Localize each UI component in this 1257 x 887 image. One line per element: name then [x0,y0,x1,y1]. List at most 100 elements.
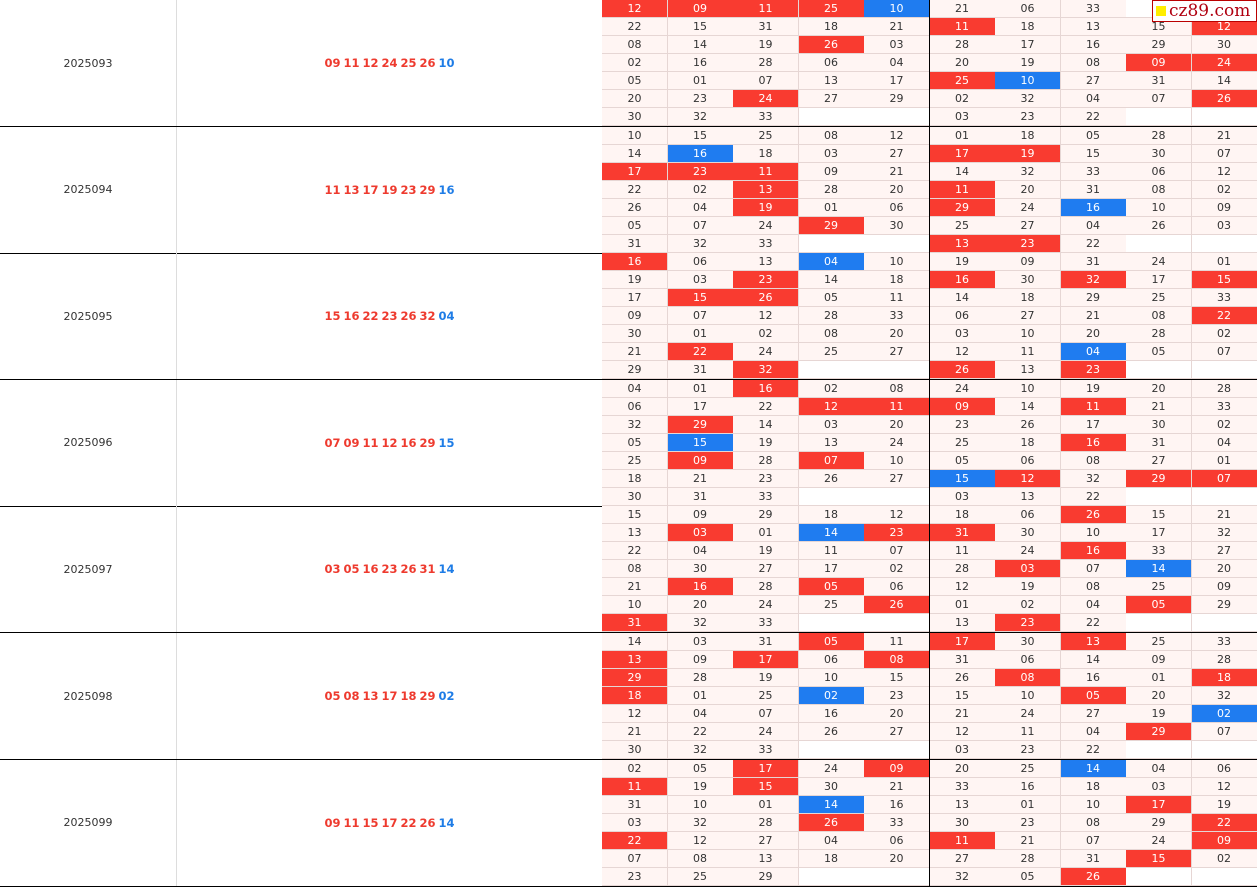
grid-cell: 18 [995,127,1061,145]
grid-cell: 25 [733,687,799,705]
grid-cell: 18 [799,850,865,868]
grid-cell-empty [1126,235,1192,253]
grid-cell-red-hit: 26 [799,36,865,54]
grid-cell: 31 [930,651,996,669]
grid-cell: 02 [1192,181,1257,199]
red-ball-number: 09 [324,56,340,70]
grid-cell: 21 [930,705,996,723]
grid-cell: 14 [733,416,799,434]
grid-cell: 10 [995,687,1061,705]
grid-cell-empty [1126,108,1192,126]
grid-cell-red-hit: 26 [930,361,996,379]
period-number: 2025099 [0,760,177,886]
grid-cell-blue-hit: 16 [1061,199,1127,217]
red-ball-number: 07 [324,436,340,450]
grid-cell: 06 [864,578,930,596]
grid-cell: 10 [995,325,1061,343]
grid-cell: 33 [733,235,799,253]
grid-cell-red-hit: 25 [930,72,996,90]
grid-cell: 27 [733,832,799,850]
grid-cell: 13 [799,434,865,452]
grid-cell: 07 [668,217,734,235]
grid-cell: 17 [864,72,930,90]
grid-cell-red-hit: 16 [668,578,734,596]
grid-cell: 15 [668,127,734,145]
grid-cell: 01 [995,796,1061,814]
grid-cell: 32 [995,90,1061,108]
grid-cell: 33 [733,108,799,126]
grid-cell: 30 [668,560,734,578]
grid-cell-empty [864,741,930,759]
grid-cell: 21 [995,832,1061,850]
grid-cell: 01 [668,380,734,398]
grid-cell-red-hit: 11 [733,163,799,181]
site-watermark[interactable]: cz89.com [1152,0,1257,22]
grid-cell: 27 [799,90,865,108]
grid-cell: 08 [864,380,930,398]
grid-cell: 22 [1061,741,1127,759]
blue-ball-number: 10 [439,56,455,70]
grid-cell: 02 [1192,325,1257,343]
grid-cell: 16 [668,54,734,72]
grid-cell: 05 [602,434,668,452]
grid-cell: 22 [602,181,668,199]
grid-cell: 32 [668,235,734,253]
grid-cell-red-hit: 05 [799,633,865,651]
grid-cell-red-hit: 32 [733,361,799,379]
grid-cell: 29 [602,361,668,379]
grid-cell: 07 [864,542,930,560]
grid-cell-empty [864,235,930,253]
grid-cell: 33 [733,488,799,506]
grid-cell: 25 [995,760,1061,778]
grid-cell-red-hit: 18 [602,687,668,705]
grid-cell-red-hit: 22 [1192,307,1257,325]
grid-cell-red-hit: 17 [733,760,799,778]
grid-cell: 23 [995,108,1061,126]
period-number: 2025097 [0,506,177,632]
grid-cell: 27 [1061,705,1127,723]
red-ball-number: 09 [343,436,359,450]
grid-cell-red-hit: 13 [1061,633,1127,651]
grid-cell: 04 [1061,90,1127,108]
period-number: 2025094 [0,127,177,253]
grid-cell: 14 [995,398,1061,416]
grid-cell: 31 [1061,253,1127,271]
grid-cell: 24 [733,723,799,741]
grid-cell: 14 [668,36,734,54]
grid-cell: 11 [864,633,930,651]
grid-cell: 23 [864,687,930,705]
grid-cell: 21 [864,163,930,181]
grid-cell: 08 [602,560,668,578]
grid-cell: 13 [602,524,668,542]
grid-cell-empty [1126,868,1192,886]
grid-cell: 27 [733,560,799,578]
period-number: 2025098 [0,633,177,759]
grid-cell: 19 [733,542,799,560]
grid-cell: 02 [1192,850,1257,868]
grid-cell: 01 [799,199,865,217]
grid-cell-empty [1126,741,1192,759]
grid-cell-red-hit: 16 [602,253,668,271]
grid-cell-red-hit: 09 [1192,832,1257,850]
grid-cell: 20 [930,760,996,778]
red-ball-number: 25 [401,56,417,70]
red-ball-number: 23 [381,309,397,323]
grid-cell-red-hit: 17 [602,163,668,181]
grid-cell: 20 [864,705,930,723]
grid-cell: 01 [1192,253,1257,271]
grid-cell-red-hit: 09 [864,760,930,778]
grid-cell: 33 [1126,542,1192,560]
grid-cell: 12 [1192,778,1257,796]
grid-cell: 33 [1061,163,1127,181]
grid-cell: 21 [864,18,930,36]
grid-cell: 19 [1126,705,1192,723]
grid-cell: 05 [930,452,996,470]
grid-cell: 22 [1061,614,1127,632]
grid-cell: 12 [1192,163,1257,181]
grid-cell: 14 [602,145,668,163]
